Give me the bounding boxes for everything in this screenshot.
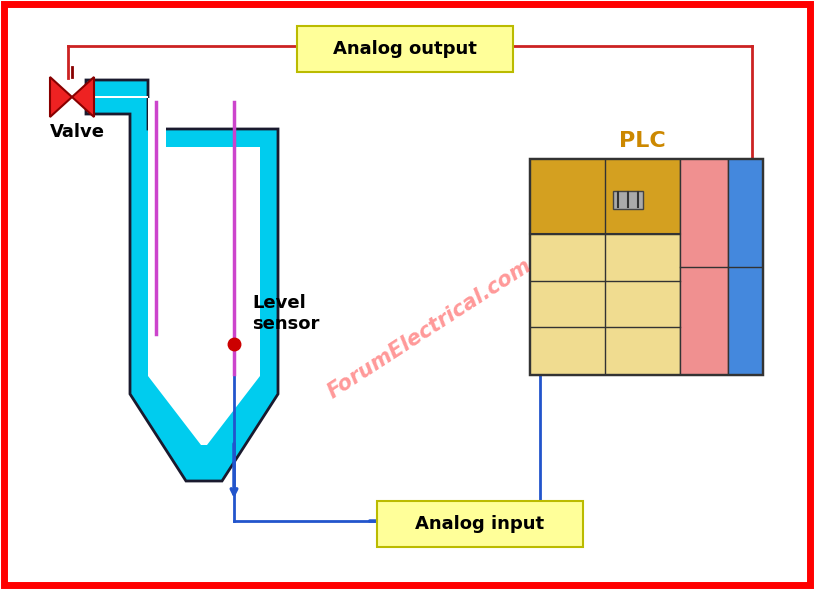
Bar	[530, 234, 680, 374]
Polygon shape	[86, 80, 278, 481]
Text: Analog output: Analog output	[333, 40, 477, 58]
Text: ForumElectrical.com: ForumElectrical.com	[324, 256, 536, 402]
Bar	[728, 159, 762, 374]
Polygon shape	[50, 77, 72, 117]
Text: Analog input: Analog input	[415, 515, 545, 533]
Bar	[680, 159, 728, 374]
Polygon shape	[84, 96, 260, 445]
Bar	[530, 159, 762, 374]
Text: Valve: Valve	[50, 123, 105, 141]
Text: Level
sensor: Level sensor	[252, 294, 319, 333]
Bar	[612, 190, 642, 209]
FancyBboxPatch shape	[297, 26, 513, 72]
Text: PLC: PLC	[619, 131, 666, 151]
Bar	[530, 159, 680, 234]
FancyBboxPatch shape	[377, 501, 583, 547]
Polygon shape	[72, 77, 94, 117]
